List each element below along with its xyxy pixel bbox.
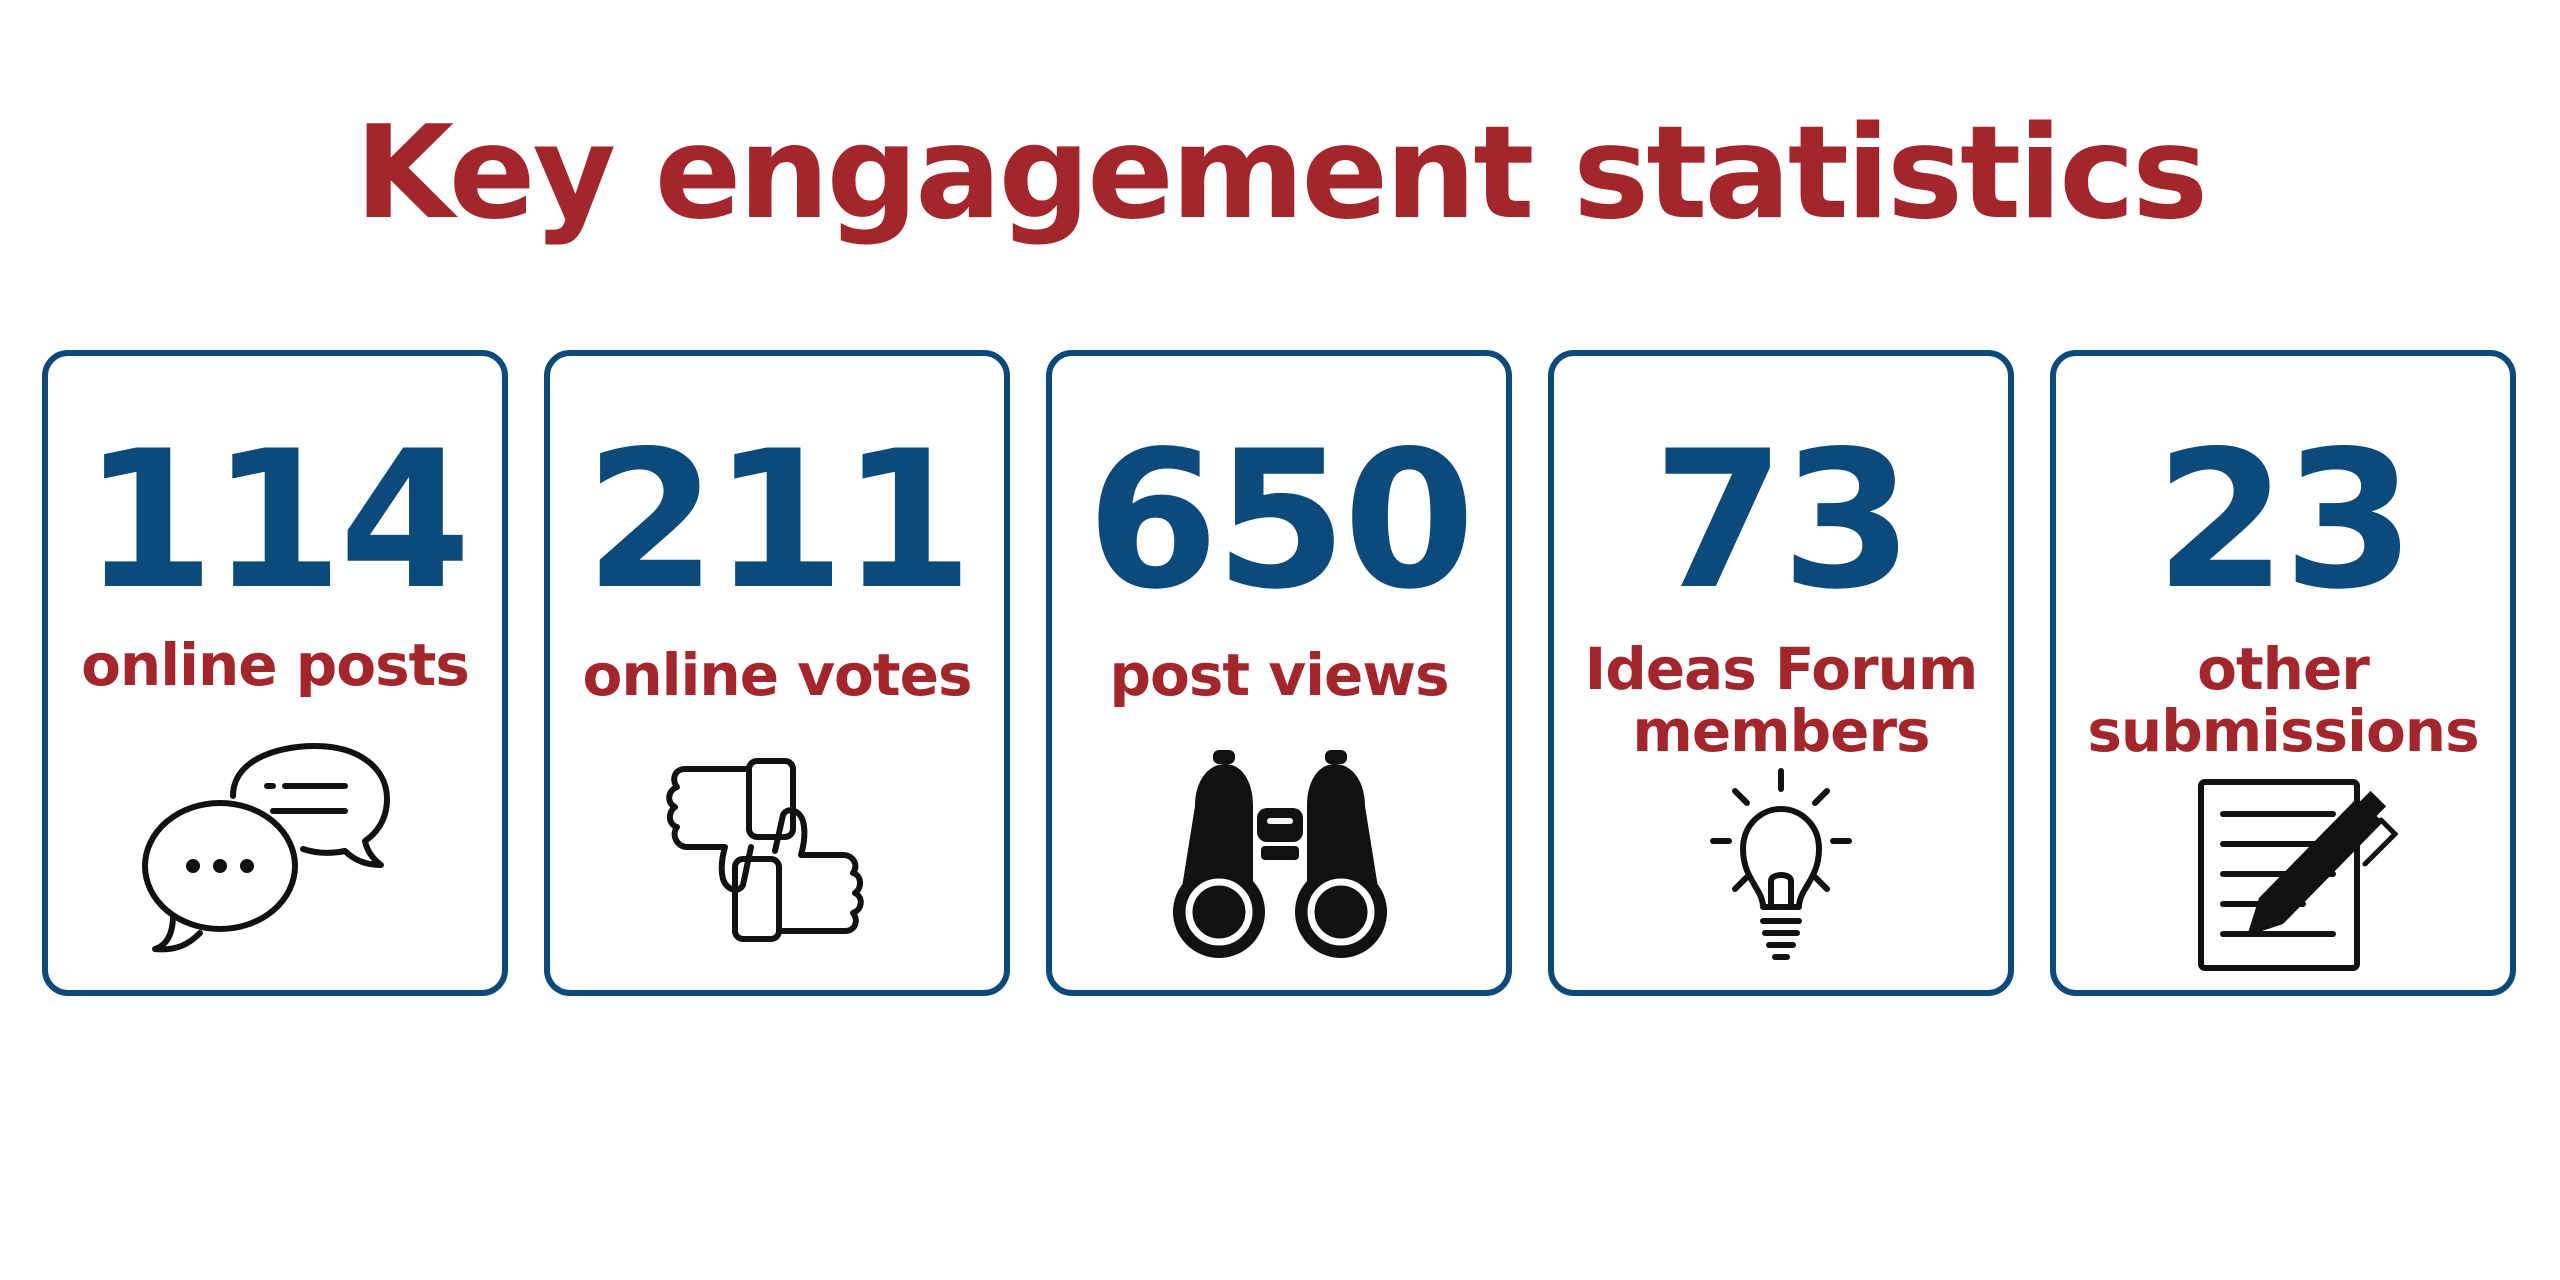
stat-label-line1: post views [1109,641,1450,709]
stat-label: online votes [550,644,1004,706]
page-title: Key engagement statistics [354,99,2208,248]
stat-label-line1: online votes [582,641,973,709]
stat-card-other-submissions: 23 other submissions [2050,350,2516,996]
stat-value: 211 [584,410,974,631]
stat-label-line1: online posts [81,631,470,699]
stat-label: Ideas Forum members [1554,638,2008,762]
document-pen-icon [2198,779,2399,971]
stat-value: 650 [1086,410,1476,631]
stat-label: post views [1052,644,1506,706]
stat-label-line1: Ideas Forum [1584,635,1979,703]
stat-value: 114 [82,410,472,631]
stat-card-post-views: 650 post views [1046,350,1512,996]
stat-label: online posts [48,634,502,696]
binoculars-icon [1173,750,1387,958]
stat-label-line2: submissions [2087,697,2479,765]
thumbs-up-down-icon [666,758,864,942]
stat-card-online-posts: 114 online posts [42,350,508,996]
lightbulb-icon [1710,768,1852,960]
stat-value: 73 [1652,410,1913,631]
stat-card-online-votes: 211 online votes [544,350,1010,996]
stat-value: 23 [2154,410,2415,631]
stat-label: other submissions [2056,638,2510,762]
stat-card-ideas-forum-members: 73 Ideas Forum members [1548,350,2014,996]
stat-label-line2: members [1632,697,1930,765]
chat-bubbles-icon [142,743,390,953]
stat-label-line1: other [2197,635,2370,703]
